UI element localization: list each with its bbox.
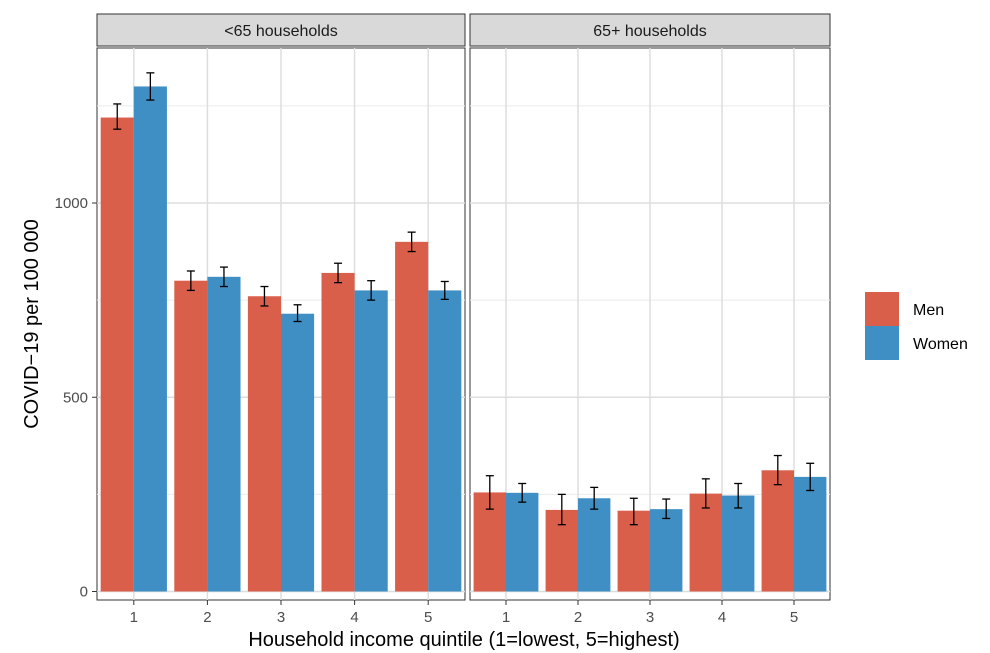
error-bar: [146, 72, 155, 101]
error-bar: [334, 262, 343, 284]
legend-label-women: Women: [913, 336, 968, 353]
panel-1: <65 households 1 2 3 4 5: [96, 13, 466, 626]
x-tick-label: 4: [350, 609, 358, 626]
error-bar: [629, 497, 638, 526]
x-tick-label: 5: [790, 609, 798, 626]
error-bar: [293, 304, 302, 323]
bar-men: [321, 272, 355, 592]
bar-men: [247, 296, 281, 592]
bar-men: [761, 470, 794, 592]
y-tick-label: 500: [63, 389, 88, 406]
y-axis: 0 500 1000: [55, 195, 97, 601]
error-bar: [806, 462, 815, 492]
x-tick-label: 2: [574, 609, 582, 626]
x-tick-label: 2: [203, 609, 211, 626]
panels: <65 households 1 2 3 4 5 65+ households 1 2 3 4 5: [96, 13, 831, 626]
bar-women: [207, 276, 241, 592]
error-bar: [773, 454, 782, 486]
x-tick-label: 3: [646, 609, 654, 626]
panel-strip: [96, 13, 466, 47]
panel-strip: [469, 13, 831, 47]
x-tick-label: 1: [130, 609, 138, 626]
x-axis-title: Household income quintile (1=lowest, 5=h…: [248, 629, 679, 651]
legend-key-men: [865, 292, 899, 326]
bar-women: [354, 290, 388, 592]
error-bar: [662, 498, 671, 520]
x-tick-label: 3: [277, 609, 285, 626]
bar-women: [133, 86, 167, 592]
x-tick-label: 5: [424, 609, 432, 626]
error-bar: [113, 103, 122, 130]
error-bar: [518, 482, 527, 503]
error-bar: [557, 493, 566, 526]
x-tick-label: 4: [718, 609, 726, 626]
error-bar: [407, 231, 416, 253]
legend: Men Women: [865, 292, 968, 360]
bar-men: [100, 117, 134, 592]
bar-women: [722, 495, 755, 592]
y-tick-label: 0: [80, 584, 88, 601]
error-bar: [485, 475, 494, 510]
y-tick-label: 1000: [55, 195, 88, 212]
bar-women: [650, 509, 683, 592]
panel-title: <65 households: [224, 23, 337, 40]
bar-women: [281, 313, 315, 592]
panel-2: 65+ households 1 2 3 4 5: [469, 13, 831, 626]
bar-men: [395, 241, 429, 592]
x-tick-label: 1: [502, 609, 510, 626]
error-bar: [701, 478, 710, 509]
bar-women: [506, 492, 539, 592]
bar-men: [689, 493, 722, 592]
error-bar: [219, 266, 228, 288]
error-bar: [734, 482, 743, 509]
bar-women: [794, 476, 827, 592]
error-bar: [186, 270, 195, 292]
y-axis-title: COVID−19 per 100 000: [21, 219, 43, 429]
legend-key-women: [865, 326, 899, 360]
error-bar: [440, 280, 449, 300]
bar-men: [174, 280, 208, 592]
legend-label-men: Men: [913, 302, 944, 319]
error-bar: [367, 280, 376, 301]
panel-title: 65+ households: [593, 23, 706, 40]
bar-women: [578, 498, 611, 592]
error-bar: [590, 486, 599, 510]
bar-women: [428, 290, 462, 592]
error-bar: [260, 285, 269, 307]
